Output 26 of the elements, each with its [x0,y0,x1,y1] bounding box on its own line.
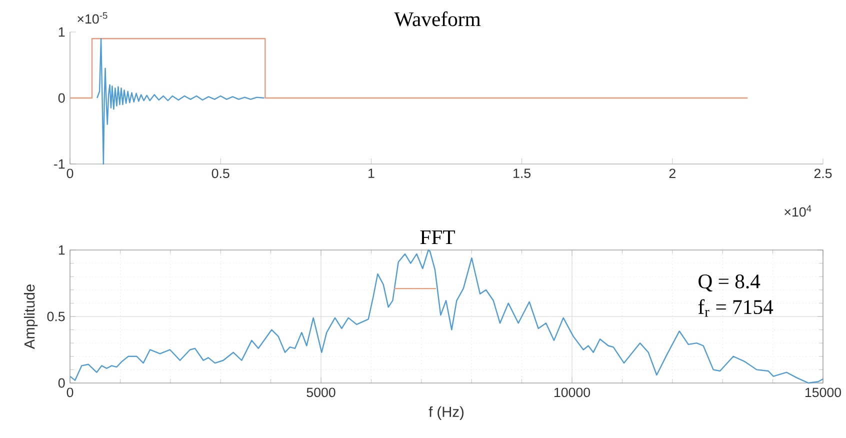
annotation: Q = 8.4 [698,274,760,292]
x-tick-label: 1 [368,168,374,178]
chart-title: Waveform [394,11,481,26]
y-tick-label: -1 [54,159,65,169]
y-tick-label: 0.5 [47,312,65,322]
y-axis-title: Amplitude [24,284,38,350]
x-tick-label: 0.5 [212,168,230,178]
text: ×10$^{4}$ [784,205,812,217]
chart-title: FFT [420,230,455,244]
x-axis-title: f (Hz) [428,406,464,420]
text: ×10$^{-5}$ [78,12,108,24]
annotation: f$_{r}$ = 7154 [698,299,774,317]
y-tick-label: 0 [58,378,65,388]
x-tick-label: 1.5 [514,168,531,178]
y-tick-label: 1 [58,245,65,255]
x-tick-label: 10000 [554,388,590,398]
line-series [69,249,824,384]
x-tick-label: 2 [669,168,676,178]
line-series [96,38,265,165]
y-tick-label: 1 [58,27,65,37]
y-tick-label: 0 [58,93,65,103]
x-tick-label: 0 [66,388,74,398]
x-tick-label: 5000 [306,388,336,398]
x-tick-label: 0 [66,168,74,178]
x-tick-label: 15000 [805,388,842,398]
x-tick-label: 2.5 [814,168,832,178]
